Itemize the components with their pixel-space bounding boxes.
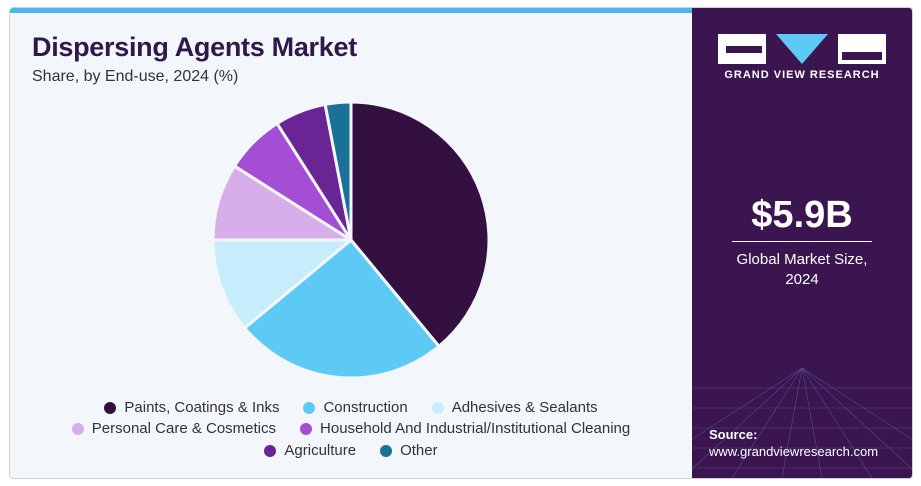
market-size-label-line2: 2024 <box>785 271 819 288</box>
market-size-label: Global Market Size, 2024 <box>692 250 912 290</box>
legend-row: Agriculture Other <box>10 442 692 459</box>
source-url: www.grandviewresearch.com <box>709 444 879 459</box>
legend-label: Household And Industrial/Institutional C… <box>320 420 631 437</box>
pie-slice-other <box>323 100 353 242</box>
legend-row: Personal Care & Cosmetics Household And I… <box>10 420 692 437</box>
market-size-value: $5.9B <box>751 194 853 236</box>
pie-slice-construction <box>243 238 441 380</box>
legend-label: Agriculture <box>284 442 357 459</box>
grand-view-logo-icon <box>718 34 886 64</box>
pie-slice-paints-coatings-inks <box>349 100 491 348</box>
legend-swatch <box>71 422 84 435</box>
sidebar-panel: GRAND VIEW RESEARCH $5.9B Global Market … <box>692 8 912 478</box>
legend-label: Other <box>400 442 438 459</box>
logo-text: GRAND VIEW RESEARCH <box>724 69 880 81</box>
infographic-card: Dispersing Agents Market Share, by End-u… <box>9 7 913 479</box>
legend-item: Agriculture <box>264 442 356 459</box>
legend-item: Personal Care & Cosmetics <box>71 420 277 437</box>
source-label: Source: <box>709 427 758 442</box>
market-size-label-line1: Global Market Size, <box>736 251 868 268</box>
legend-item: Household And Industrial/Institutional C… <box>300 420 630 437</box>
chart-panel: Dispersing Agents Market Share, by End-u… <box>10 8 692 478</box>
decorative-grid <box>692 368 912 478</box>
legend-swatch <box>303 401 316 414</box>
chart-title: Dispersing Agents Market <box>32 32 357 62</box>
legend-swatch <box>264 444 277 457</box>
pie-slice-adhesives-sealants <box>211 238 353 330</box>
legend-item: Paints, Coatings & Inks <box>104 399 279 416</box>
legend-swatch <box>300 422 313 435</box>
divider <box>732 241 872 242</box>
accent-bar <box>10 8 692 13</box>
legend-swatch <box>380 444 393 457</box>
legend-label: Personal Care & Cosmetics <box>91 420 277 437</box>
legend-label: Paints, Coatings & Inks <box>124 399 280 416</box>
chart-subtitle: Share, by End-use, 2024 (%) <box>32 68 239 85</box>
legend-label: Construction <box>323 399 408 416</box>
legend-item: Adhesives & Sealants <box>431 399 598 416</box>
legend-item: Construction <box>303 399 408 416</box>
legend-label: Adhesives & Sealants <box>451 399 598 416</box>
legend-item: Other <box>380 442 438 459</box>
legend-swatch <box>431 401 444 414</box>
pie-chart <box>211 100 491 380</box>
legend-swatch <box>104 401 117 414</box>
legend-row: Paints, Coatings & Inks Construction Adhes… <box>10 399 692 416</box>
